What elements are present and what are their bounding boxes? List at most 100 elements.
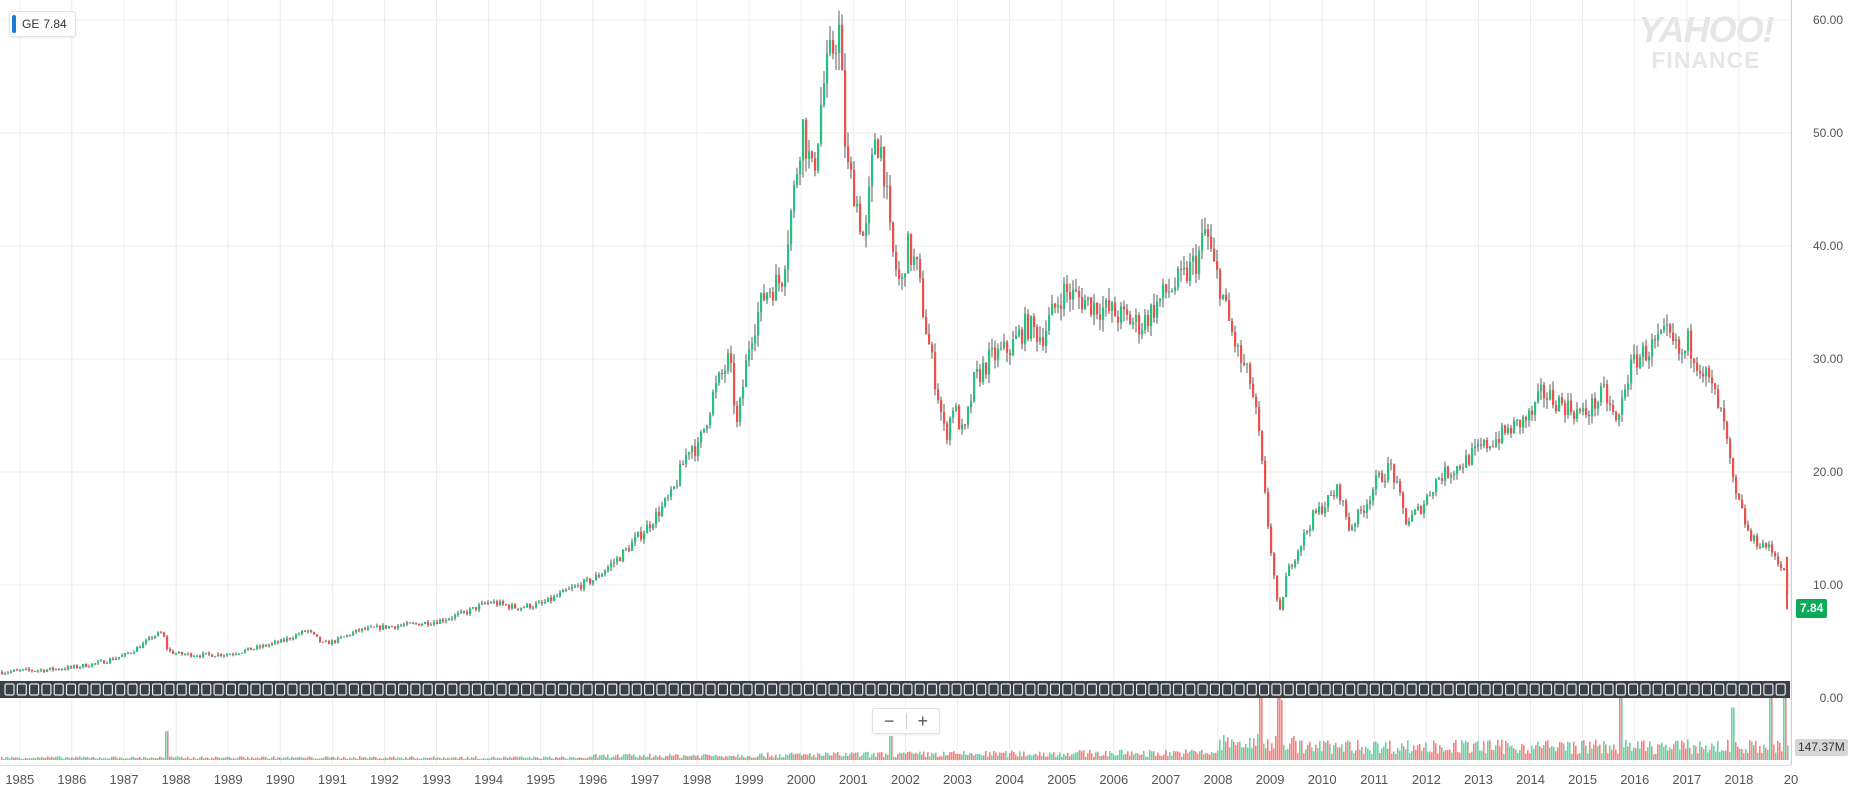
dividend-marker[interactable] — [730, 683, 741, 696]
dividend-marker[interactable] — [963, 683, 975, 696]
dividend-marker[interactable] — [1074, 683, 1085, 696]
dividend-marker[interactable] — [471, 683, 482, 696]
dividend-marker[interactable] — [1578, 683, 1590, 696]
dividend-marker[interactable] — [53, 683, 64, 696]
dividend-marker[interactable] — [385, 683, 396, 696]
dividend-marker[interactable] — [1726, 683, 1737, 696]
dividend-marker[interactable] — [951, 683, 962, 696]
dividend-marker[interactable] — [1455, 683, 1467, 696]
dividend-marker[interactable] — [238, 683, 249, 696]
dividend-marker[interactable] — [766, 683, 778, 696]
dividend-marker[interactable] — [1541, 683, 1553, 696]
dividend-marker[interactable] — [1714, 683, 1725, 696]
dividend-marker[interactable] — [1369, 683, 1380, 696]
dividend-marker[interactable] — [1738, 683, 1749, 696]
dividend-marker[interactable] — [1049, 683, 1061, 696]
dividend-marker[interactable] — [1492, 683, 1503, 696]
dividend-marker[interactable] — [1554, 683, 1565, 696]
dividend-marker[interactable] — [1591, 683, 1602, 696]
zoom-out-button[interactable]: − — [883, 711, 895, 731]
dividend-marker[interactable] — [1418, 683, 1430, 696]
dividend-marker[interactable] — [4, 683, 15, 696]
dividend-marker[interactable] — [127, 683, 138, 696]
dividend-marker[interactable] — [1062, 683, 1073, 696]
dividend-marker[interactable] — [1148, 683, 1159, 696]
dividend-marker[interactable] — [287, 683, 298, 696]
dividend-marker[interactable] — [643, 683, 655, 696]
dividend-marker[interactable] — [1406, 683, 1417, 696]
dividend-marker[interactable] — [1345, 683, 1356, 696]
dividend-marker[interactable] — [1615, 683, 1626, 696]
dividend-marker[interactable] — [225, 683, 236, 696]
dividend-marker[interactable] — [545, 683, 556, 696]
dividend-marker[interactable] — [299, 683, 310, 696]
dividend-marker[interactable] — [828, 683, 839, 696]
dividend-marker[interactable] — [410, 683, 421, 696]
dividend-marker[interactable] — [1627, 683, 1639, 696]
dividend-marker[interactable] — [41, 683, 52, 696]
dividend-marker[interactable] — [1763, 683, 1774, 696]
dividend-marker[interactable] — [1258, 683, 1270, 696]
dividend-marker[interactable] — [152, 683, 163, 696]
dividend-marker[interactable] — [1504, 683, 1516, 696]
dividend-marker[interactable] — [791, 683, 802, 696]
ticker-legend[interactable]: GE 7.84 — [9, 11, 76, 37]
dividend-marker[interactable] — [1603, 683, 1614, 696]
dividend-marker[interactable] — [398, 683, 409, 696]
dividend-marker[interactable] — [201, 683, 212, 696]
dividend-marker[interactable] — [1246, 683, 1257, 696]
dividend-marker[interactable] — [29, 683, 40, 696]
dividend-marker[interactable] — [631, 683, 642, 696]
dividend-marker[interactable] — [1123, 683, 1134, 696]
dividend-marker[interactable] — [570, 683, 581, 696]
dividend-marker[interactable] — [434, 683, 446, 696]
dividend-marker[interactable] — [1443, 683, 1454, 696]
dividend-marker[interactable] — [1468, 683, 1479, 696]
dividend-marker[interactable] — [459, 683, 470, 696]
dividend-marker[interactable] — [939, 683, 950, 696]
dividend-marker[interactable] — [1037, 683, 1048, 696]
dividend-marker[interactable] — [336, 683, 347, 696]
dividend-marker[interactable] — [1012, 683, 1024, 696]
dividend-marker[interactable] — [717, 683, 729, 696]
dividend-marker[interactable] — [557, 683, 569, 696]
dividend-marker[interactable] — [16, 683, 27, 696]
dividend-marker[interactable] — [1099, 683, 1110, 696]
dividend-marker[interactable] — [1271, 683, 1282, 696]
dividend-marker[interactable] — [1222, 683, 1233, 696]
dividend-marker[interactable] — [779, 683, 790, 696]
dividend-marker[interactable] — [1111, 683, 1122, 696]
dividend-marker[interactable] — [139, 683, 150, 696]
dividend-marker[interactable] — [496, 683, 507, 696]
dividend-marker[interactable] — [889, 683, 901, 696]
dividend-marker[interactable] — [1677, 683, 1688, 696]
dividend-marker[interactable] — [78, 683, 89, 696]
dividend-marker[interactable] — [533, 683, 544, 696]
dividend-marker[interactable] — [680, 683, 692, 696]
dividend-marker[interactable] — [520, 683, 532, 696]
dividend-marker[interactable] — [1197, 683, 1208, 696]
dividend-marker[interactable] — [877, 683, 888, 696]
dividend-marker[interactable] — [1332, 683, 1344, 696]
dividend-marker[interactable] — [976, 683, 987, 696]
dividend-marker[interactable] — [1135, 683, 1147, 696]
dividend-marker[interactable] — [840, 683, 852, 696]
dividend-marker[interactable] — [619, 683, 630, 696]
dividend-marker[interactable] — [1172, 683, 1184, 696]
dividend-marker[interactable] — [447, 683, 458, 696]
dividend-marker[interactable] — [1394, 683, 1405, 696]
dividend-marker[interactable] — [902, 683, 913, 696]
zoom-in-button[interactable]: + — [917, 711, 928, 731]
dividend-marker[interactable] — [1086, 683, 1098, 696]
dividend-marker[interactable] — [1775, 683, 1786, 696]
dividend-marker[interactable] — [656, 683, 667, 696]
dividend-marker[interactable] — [914, 683, 925, 696]
dividend-marker[interactable] — [176, 683, 187, 696]
dividend-marker[interactable] — [1566, 683, 1577, 696]
dividend-marker[interactable] — [1295, 683, 1307, 696]
dividend-marker[interactable] — [311, 683, 323, 696]
dividend-marker[interactable] — [115, 683, 126, 696]
dividend-marker[interactable] — [102, 683, 114, 696]
dividend-marker[interactable] — [361, 683, 372, 696]
